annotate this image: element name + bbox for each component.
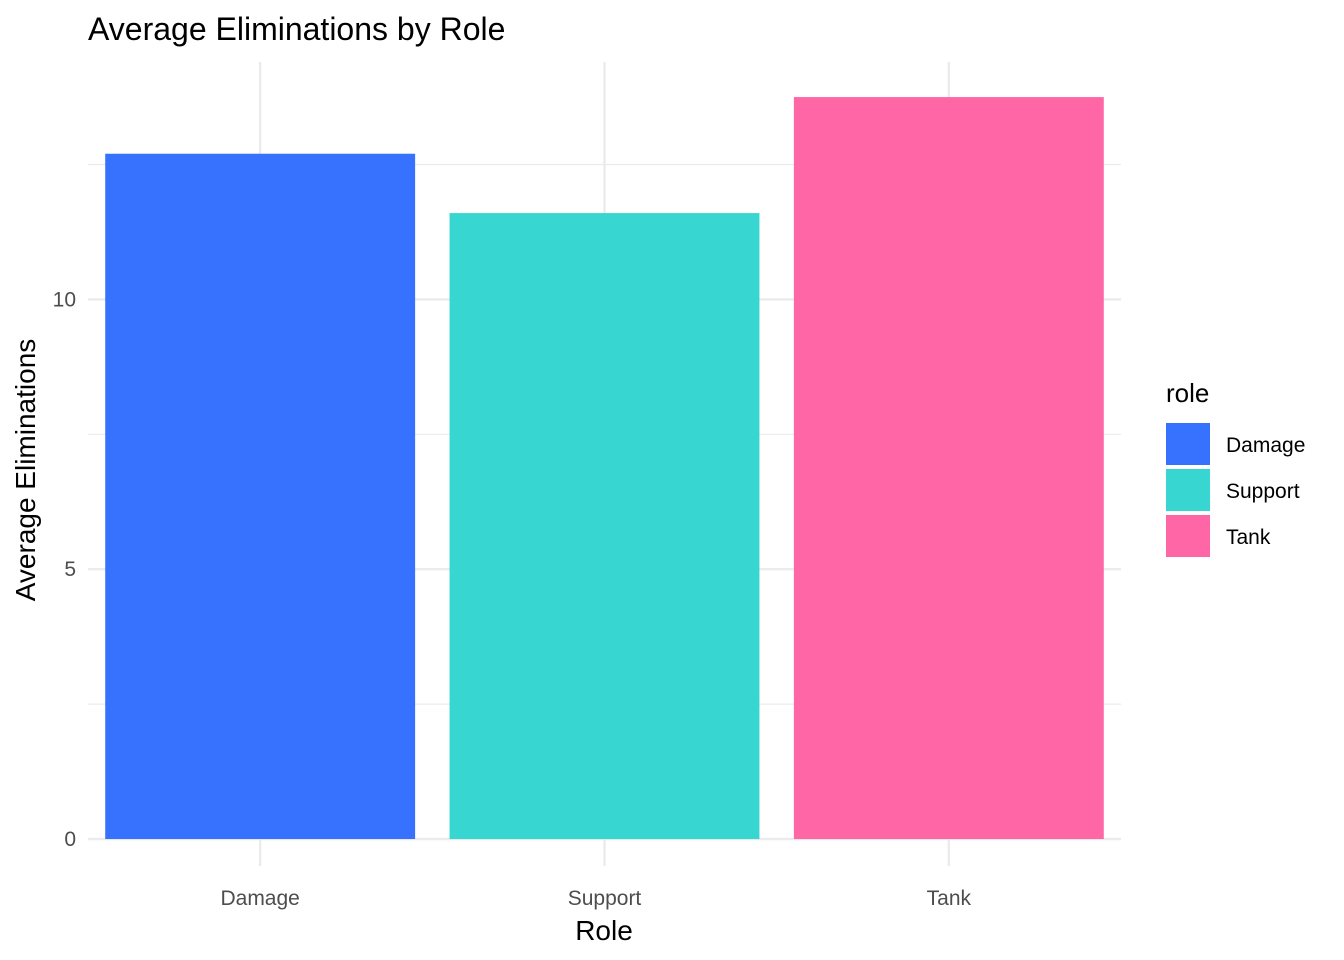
bars <box>105 97 1104 840</box>
x-tick-label: Damage <box>220 887 299 910</box>
legend-label-tank: Tank <box>1226 526 1271 549</box>
legend-label-support: Support <box>1226 480 1300 503</box>
y-tick-label: 5 <box>64 558 76 581</box>
bar-tank <box>793 97 1104 840</box>
legend-label-damage: Damage <box>1226 434 1305 457</box>
legend-swatch-support <box>1166 469 1210 511</box>
y-tick-label: 10 <box>53 288 76 311</box>
y-axis-title: Average Eliminations <box>10 339 41 602</box>
legend-swatch-tank <box>1166 515 1210 557</box>
y-tick-label: 0 <box>64 828 76 851</box>
legend-title: role <box>1166 378 1209 408</box>
x-tick-label: Tank <box>927 887 972 910</box>
x-axis-ticks: Damage Support Tank <box>220 887 971 910</box>
x-axis-title: Role <box>575 915 633 946</box>
chart-title: Average Eliminations by Role <box>88 11 505 47</box>
x-tick-label: Support <box>568 887 642 910</box>
bar-damage <box>105 153 416 840</box>
bar-support <box>449 213 760 840</box>
legend: role Damage Support Tank <box>1166 378 1305 557</box>
legend-swatch-damage <box>1166 423 1210 465</box>
y-axis-ticks: 0 5 10 <box>53 288 76 851</box>
